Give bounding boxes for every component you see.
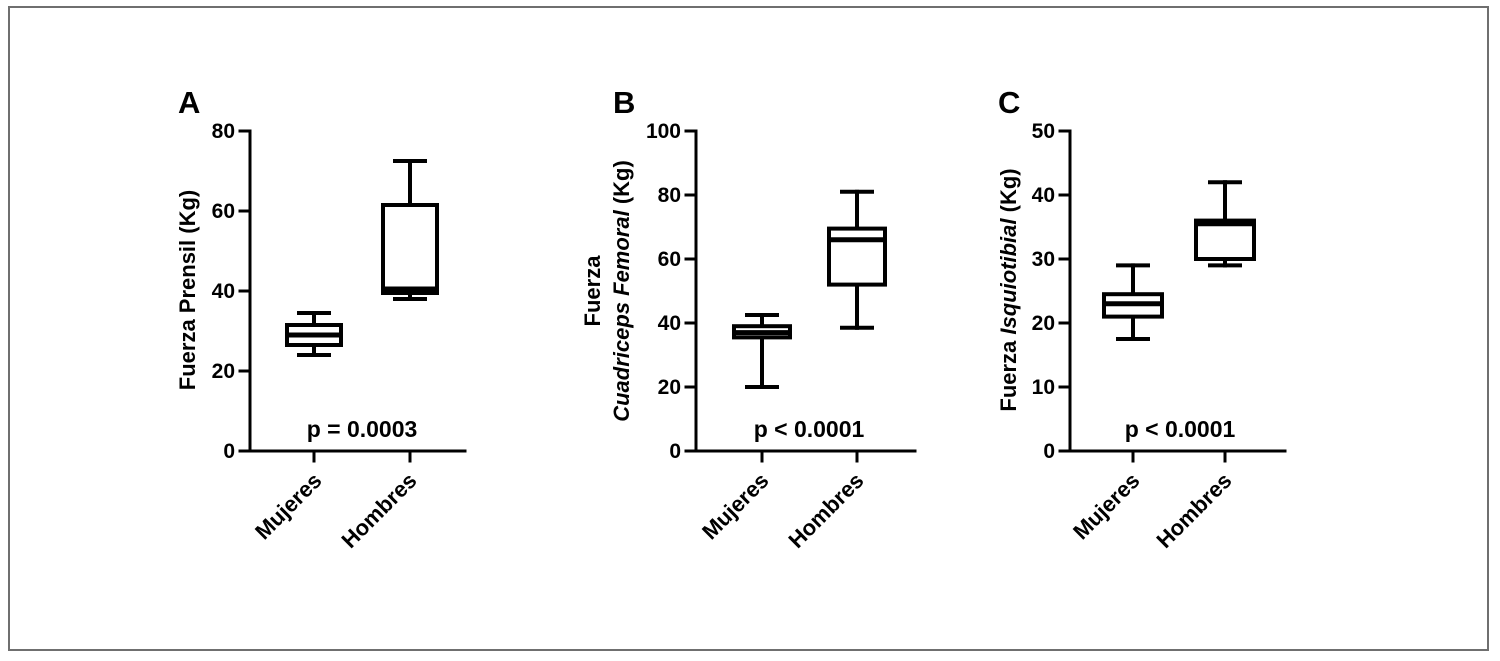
panel-a-plot: 0 20 40 60 80 Mujeres Hombres <box>212 120 467 553</box>
panel-c-ylabel: Fuerza Isquiotibial (Kg) <box>996 168 1021 411</box>
panel-a-y-tick-label: 80 <box>212 120 235 143</box>
panel-a-category-label: Hombres <box>336 468 421 553</box>
panel-c-y-tick-label: 0 <box>1043 440 1055 463</box>
panel-c-y-tick-label: 10 <box>1032 376 1055 399</box>
panel-b-y-tick-label: 40 <box>658 312 681 335</box>
panel-b-y-tick-label: 80 <box>658 184 681 207</box>
panel-b-ylabel-italic: Cuadriceps Femoral <box>609 209 634 421</box>
panel-a-letter: A <box>178 85 200 120</box>
panel-b-category-label: Mujeres <box>697 468 773 544</box>
panel-a-y-tick-label: 0 <box>223 440 235 463</box>
panel-c-category-label: Hombres <box>1151 468 1236 553</box>
panel-b-ylabel-line2: Cuadriceps Femoral (Kg) <box>609 160 634 422</box>
panel-b-y-tick-label: 100 <box>646 120 681 143</box>
panel-b-y-tick-label: 0 <box>669 440 681 463</box>
panel-a-hombres-box <box>381 203 439 295</box>
panel-c-pvalue: p < 0.0001 <box>1125 416 1236 442</box>
panel-c-y-tick-label: 20 <box>1032 312 1055 335</box>
panel-a-category-label: Mujeres <box>250 468 326 544</box>
panel-c-ylabel-italic: Isquiotibial <box>996 218 1021 335</box>
panel-c-ylabel-plain: Fuerza <box>996 335 1021 412</box>
figure-frame <box>8 6 1489 651</box>
panel-a-y-tick-label: 40 <box>212 280 235 303</box>
panel-c: C Fuerza Isquiotibial (Kg) p < 0.0001 0 1… <box>996 85 1287 553</box>
panel-c-hombres-box <box>1194 218 1256 262</box>
panel-a-y-tick-label: 20 <box>212 360 235 383</box>
panel-c-plot: 0 10 20 30 40 50 Mujeres Hombres <box>1032 120 1287 553</box>
panel-b-hombres-box <box>827 226 887 287</box>
panel-a-ylabel: Fuerza Prensil (Kg) <box>175 190 200 390</box>
panel-c-category-label: Mujeres <box>1068 468 1144 544</box>
panel-c-y-tick-label: 40 <box>1032 184 1055 207</box>
panel-b-y-tick-label: 20 <box>658 376 681 399</box>
panel-b-letter: B <box>613 85 635 120</box>
panel-b-ylabel-line1: Fuerza <box>580 255 605 327</box>
panel-c-letter: C <box>998 85 1020 120</box>
panel-c-ylabel-unit: (Kg) <box>996 168 1021 218</box>
panel-b-plot: 0 20 40 60 80 100 Mujeres Hombres <box>646 120 917 553</box>
panel-c-y-tick-label: 50 <box>1032 120 1055 143</box>
panel-b-y-tick-label: 60 <box>658 248 681 271</box>
panel-b: B Fuerza Cuadriceps Femoral (Kg) p < 0.0… <box>580 85 917 553</box>
panel-b-category-label: Hombres <box>783 468 868 553</box>
panel-c-y-tick-label: 30 <box>1032 248 1055 271</box>
panel-b-ylabel-unit: (Kg) <box>609 160 634 210</box>
panel-b-pvalue: p < 0.0001 <box>754 416 865 442</box>
panel-a-y-tick-label: 60 <box>212 200 235 223</box>
panel-a: A Fuerza Prensil (Kg) p = 0.0003 0 20 40 60… <box>175 85 467 553</box>
panel-a-pvalue: p = 0.0003 <box>307 416 418 442</box>
